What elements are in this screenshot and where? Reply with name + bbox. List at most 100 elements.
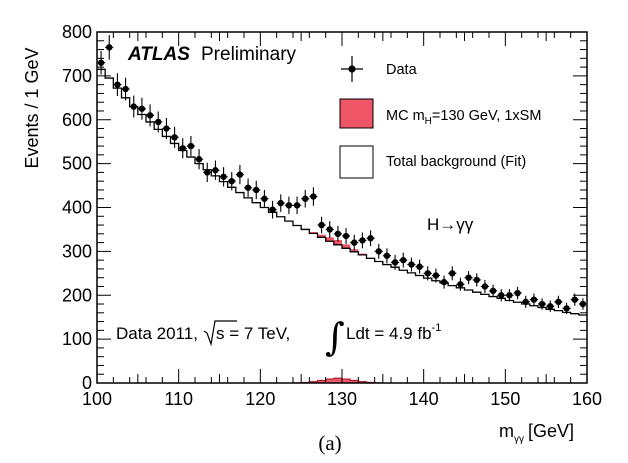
signal-bin-stacked	[358, 253, 367, 255]
data-marker	[277, 199, 284, 207]
legend: Data MC mH=130 GeV, 1xSM Total backgroun…	[339, 56, 541, 179]
data-marker	[555, 298, 562, 306]
data-marker	[318, 221, 325, 229]
data-point	[284, 196, 293, 215]
data-marker	[293, 202, 301, 209]
y-tick-label: 300	[62, 241, 92, 261]
legend-signal-swatch	[339, 98, 374, 129]
data-marker	[146, 112, 154, 119]
data-point	[350, 234, 359, 251]
data-point	[203, 162, 212, 183]
data-point	[317, 216, 326, 234]
data-point	[121, 77, 130, 101]
x-tick-label: 150	[490, 389, 520, 409]
x-tick-label: 160	[572, 389, 602, 409]
experiment-tag: Preliminary	[201, 44, 297, 65]
data-point	[178, 138, 187, 159]
figure-caption: (a)	[318, 431, 341, 455]
x-tick-label: 130	[327, 389, 357, 409]
integral-symbol: ∫	[325, 315, 345, 359]
data-point	[546, 300, 555, 312]
y-tick-label: 700	[62, 66, 92, 86]
data-marker	[326, 226, 333, 233]
data-marker	[547, 303, 554, 310]
experiment-label: ATLAS	[127, 44, 190, 65]
data-marker	[212, 167, 219, 174]
data-point	[154, 111, 163, 133]
legend-label-signal: MC mH=130 GeV, 1xSM	[386, 108, 541, 127]
data-marker	[187, 142, 195, 150]
data-point	[244, 178, 253, 197]
data-marker	[522, 298, 529, 306]
data-point	[497, 289, 506, 302]
data-point	[366, 230, 375, 247]
data-marker	[106, 44, 113, 51]
data-marker	[114, 81, 121, 88]
run-label-prefix: Data 2011,	[116, 324, 198, 343]
data-marker	[285, 202, 293, 209]
data-marker	[375, 248, 382, 255]
y-axis-label: Events / 1 GeV	[22, 47, 42, 168]
data-marker	[465, 274, 472, 281]
data-point	[97, 50, 106, 75]
data-point	[195, 149, 204, 170]
y-tick-label: 100	[62, 329, 92, 349]
data-point	[570, 293, 579, 306]
data-point	[219, 167, 228, 187]
y-tick-label: 0	[82, 373, 92, 393]
y-tick-label: 200	[62, 285, 92, 305]
x-tick-label: 140	[409, 389, 439, 409]
data-marker	[171, 134, 178, 141]
run-label-energy: s = 7 TeV,	[216, 324, 290, 343]
run-label-lumi: Ldt = 4.9 fb-1	[346, 322, 441, 343]
data-marker	[244, 184, 252, 191]
data-point	[358, 232, 367, 249]
data-point	[333, 225, 342, 242]
data-point	[399, 252, 408, 268]
data-point	[538, 298, 547, 310]
y-tick-label: 500	[62, 154, 92, 174]
data-marker	[367, 235, 374, 242]
data-marker	[571, 296, 578, 303]
data-point	[252, 180, 261, 200]
data-point	[448, 266, 457, 281]
data-marker	[473, 276, 480, 284]
data-marker	[122, 85, 129, 93]
data-marker	[424, 270, 431, 277]
signal-bin-stacked	[309, 232, 318, 234]
signal-bin-bottom	[342, 379, 351, 383]
data-marker	[506, 292, 513, 299]
data-marker	[342, 232, 350, 240]
data-marker	[489, 287, 497, 295]
background-fit	[97, 68, 587, 316]
x-tick-label: 100	[82, 389, 112, 409]
signal-histogram	[292, 225, 384, 384]
data-point	[391, 254, 400, 270]
data-point	[562, 302, 571, 315]
data-point	[529, 293, 538, 306]
sqrt-symbol	[203, 320, 237, 347]
signal-bin-stacked	[317, 234, 326, 238]
y-tick-label: 400	[62, 198, 92, 218]
data-marker	[498, 292, 505, 299]
data-marker	[269, 206, 276, 213]
data-point	[309, 187, 318, 206]
data-point	[374, 243, 383, 259]
data-marker	[563, 305, 570, 312]
data-point	[489, 284, 498, 298]
signal-bin-stacked	[342, 244, 351, 249]
y-tick-label: 800	[62, 22, 92, 42]
signal-bin-bottom	[350, 380, 359, 383]
data-marker	[457, 281, 464, 288]
data-marker	[220, 173, 227, 180]
data-marker	[195, 156, 203, 163]
background-step-line	[97, 68, 587, 316]
legend-background-swatch	[339, 145, 374, 179]
data-point	[407, 257, 416, 272]
x-tick-label: 110	[164, 389, 193, 409]
signal-bin-stacked	[333, 239, 342, 245]
y-tick-label: 600	[62, 110, 92, 130]
data-marker	[253, 186, 260, 194]
data-marker	[155, 118, 162, 126]
data-marker	[400, 256, 407, 264]
